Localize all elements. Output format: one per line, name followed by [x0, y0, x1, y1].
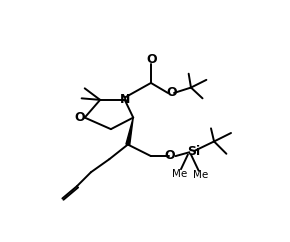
Polygon shape: [126, 118, 133, 145]
Text: Me: Me: [193, 170, 208, 180]
Text: N: N: [120, 93, 131, 106]
Text: Me: Me: [172, 169, 187, 179]
Text: O: O: [74, 111, 85, 124]
Text: O: O: [165, 149, 175, 162]
Text: O: O: [166, 86, 177, 99]
Text: O: O: [146, 53, 157, 66]
Text: Si: Si: [187, 145, 200, 158]
